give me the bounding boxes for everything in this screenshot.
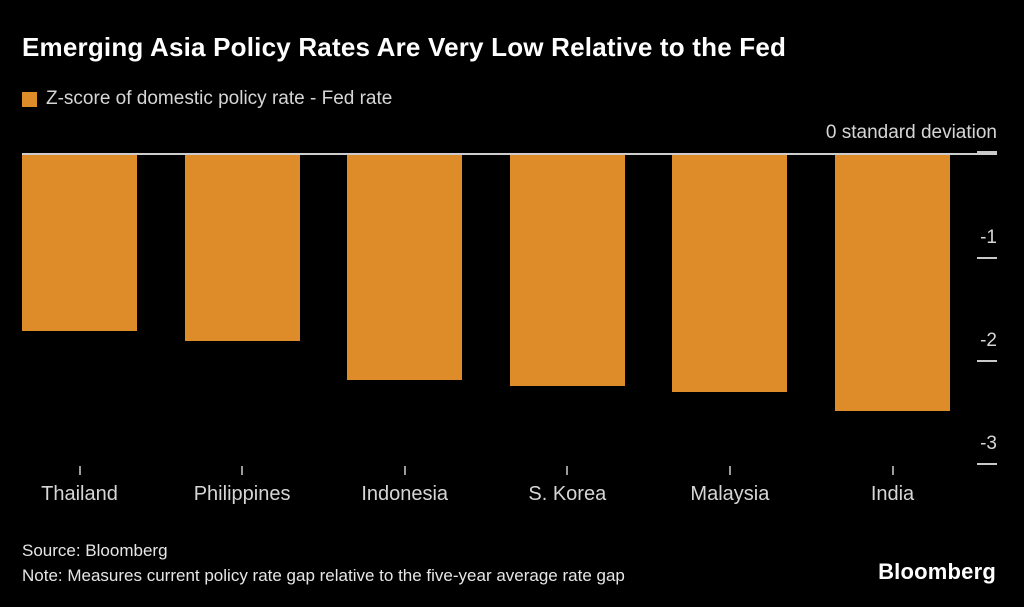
y-axis-tick-label: -3 <box>980 433 997 454</box>
category-label: Indonesia <box>361 483 449 505</box>
y-axis-zero-label: 0 standard deviation <box>825 122 997 143</box>
zero-baseline <box>22 153 997 155</box>
source-text: Source: Bloomberg <box>22 541 168 560</box>
legend-label: Z-score of domestic policy rate - Fed ra… <box>46 88 393 109</box>
y-axis-zero-tick <box>977 151 997 153</box>
bar-philippines <box>184 155 300 341</box>
y-axis-tick <box>977 360 997 362</box>
plot-area: -1 -2 -3 <box>22 151 997 467</box>
x-axis-tick <box>891 466 894 475</box>
category-label: Philippines <box>193 483 291 505</box>
bloomberg-logo: Bloomberg <box>878 559 996 584</box>
bar-thailand <box>22 155 137 331</box>
category-label: Thailand <box>41 483 118 505</box>
bar-malaysia <box>672 155 788 392</box>
x-axis-tick <box>78 466 81 475</box>
legend: Z-score of domestic policy rate - Fed ra… <box>22 88 392 110</box>
bar-s-korea <box>509 155 625 386</box>
category-label: S. Korea <box>528 483 607 505</box>
x-axis-tick <box>566 466 569 475</box>
note-text: Note: Measures current policy rate gap r… <box>22 566 625 585</box>
bar-india <box>835 155 950 411</box>
legend-swatch-icon <box>22 91 37 107</box>
x-axis-tick <box>728 466 731 475</box>
y-axis-tick-label: -2 <box>980 330 997 351</box>
bar-indonesia <box>347 155 463 380</box>
x-axis-tick <box>241 466 244 475</box>
chart-title: Emerging Asia Policy Rates Are Very Low … <box>22 32 787 62</box>
category-label: India <box>870 483 915 505</box>
x-axis-tick <box>403 466 406 475</box>
y-axis-tick <box>977 257 997 259</box>
y-axis-tick <box>977 463 997 465</box>
y-axis-tick-label: -1 <box>980 227 997 248</box>
category-label: Malaysia <box>690 483 770 505</box>
